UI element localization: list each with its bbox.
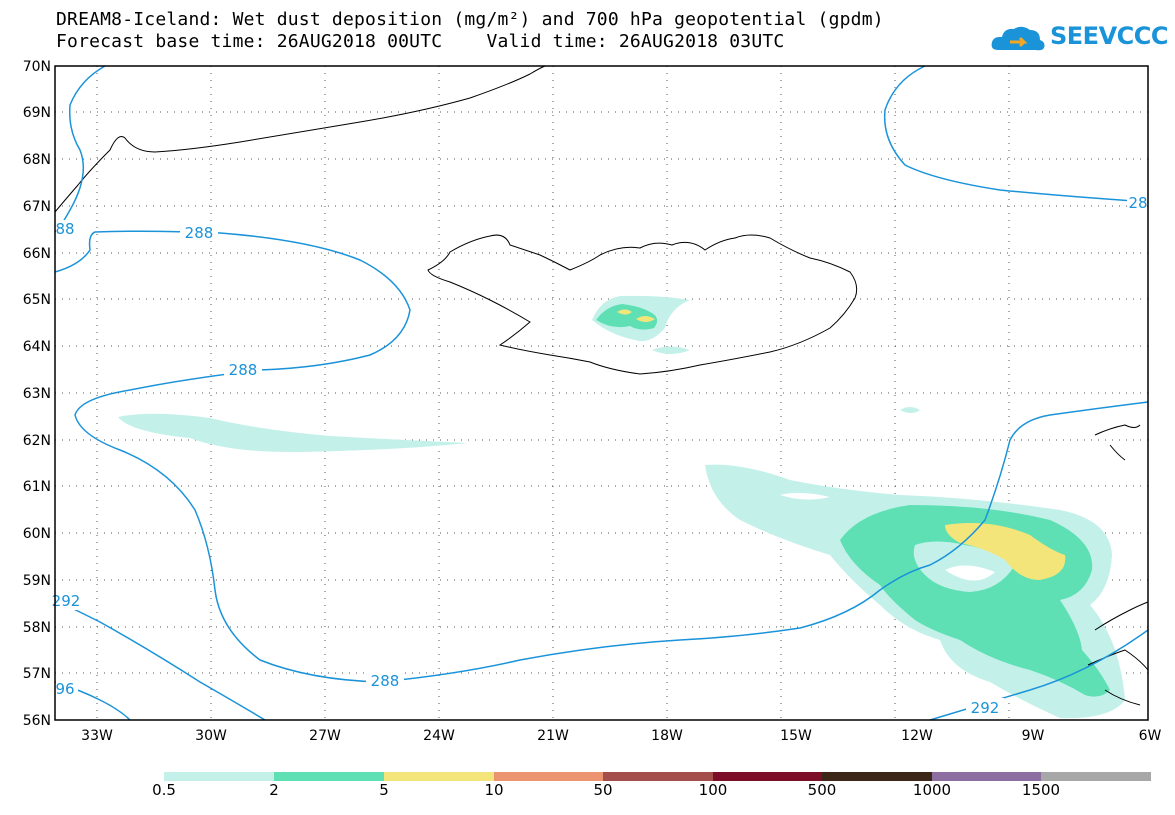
contour-label: 288 xyxy=(185,224,214,242)
dust-blob-faroes xyxy=(900,407,920,413)
lon-label: 21W xyxy=(537,728,569,744)
logo-text: SEEVCCC xyxy=(1050,22,1169,50)
colorbar-label: 50 xyxy=(593,781,613,799)
lat-label: 70N xyxy=(23,59,51,75)
lat-label: 61N xyxy=(23,479,51,495)
lon-label: 33W xyxy=(81,728,113,744)
lat-label: 63N xyxy=(23,386,51,402)
colorbar-swatch xyxy=(274,772,384,781)
contour-label: 88 xyxy=(55,220,74,238)
lon-label: 15W xyxy=(780,728,812,744)
lon-label: 18W xyxy=(651,728,683,744)
colorbar-label: 0.5 xyxy=(152,781,176,799)
contour-288-northeast xyxy=(883,65,1149,203)
lat-label: 65N xyxy=(23,292,51,308)
gridlines xyxy=(55,66,1148,720)
lon-label: 9W xyxy=(1022,728,1045,744)
dust-band-atlantic xyxy=(118,413,468,453)
lat-label: 64N xyxy=(23,339,51,355)
lat-label: 66N xyxy=(23,246,51,262)
faroes-coast xyxy=(1094,424,1141,461)
contour-292-se xyxy=(929,629,1149,721)
lon-label: 24W xyxy=(423,728,455,744)
lat-label: 68N xyxy=(23,152,51,168)
colorbar-label: 100 xyxy=(698,781,728,799)
contour-labels: 288 288 288 292 292 96 88 28 xyxy=(52,193,1148,717)
cloud-logo-icon xyxy=(991,26,1045,51)
colorbar-swatch xyxy=(603,772,713,781)
map-title-line1: DREAM8-Iceland: Wet dust deposition (mg/… xyxy=(56,9,884,30)
greenland-coast xyxy=(54,65,546,213)
lon-label: 30W xyxy=(195,728,227,744)
lat-label: 69N xyxy=(23,105,51,121)
map-frame xyxy=(54,65,1149,721)
colorbar-swatch xyxy=(713,772,822,781)
lat-label: 57N xyxy=(23,666,51,682)
lon-label: 27W xyxy=(309,728,341,744)
lon-label: 12W xyxy=(901,728,933,744)
colorbar-swatch xyxy=(384,772,494,781)
map-title-line2: Forecast base time: 26AUG2018 00UTC Vali… xyxy=(56,31,785,52)
colorbar-label: 5 xyxy=(379,781,389,799)
dust-south-hole xyxy=(780,492,830,500)
contour-label: 288 xyxy=(229,361,258,379)
colorbar-swatch xyxy=(494,772,603,781)
colorbar-label: 10 xyxy=(484,781,504,799)
dust-south-hole-2 xyxy=(945,565,995,581)
contour-label: 288 xyxy=(371,672,400,690)
dust-iceland-high xyxy=(617,309,655,322)
colorbar-swatch xyxy=(822,772,932,781)
colorbar-label: 1000 xyxy=(912,781,952,799)
lon-label: 6W xyxy=(1139,728,1162,744)
colorbar-label: 500 xyxy=(807,781,837,799)
contour-292-sw xyxy=(54,599,266,721)
coastlines xyxy=(54,65,1149,706)
lat-label: 67N xyxy=(23,199,51,215)
colorbar-swatch xyxy=(164,772,274,781)
lat-label: 58N xyxy=(23,620,51,636)
longitude-labels: 33W 30W 27W 24W 21W 18W 15W 12W 9W 6W xyxy=(81,728,1161,744)
colorbar-label: 2 xyxy=(269,781,279,799)
latitude-labels: 70N 69N 68N 67N 66N 65N 64N 63N 62N 61N … xyxy=(23,59,51,729)
lat-label: 59N xyxy=(23,573,51,589)
lat-label: 62N xyxy=(23,433,51,449)
colorbar xyxy=(164,772,1151,781)
dust-deposition-shading xyxy=(118,295,1125,719)
iceland-coast xyxy=(427,234,858,375)
contour-288-west xyxy=(54,230,1149,683)
dust-iceland-light-2 xyxy=(652,346,690,354)
geopotential-contours xyxy=(54,65,1149,721)
dust-iceland-mid xyxy=(596,304,658,330)
dust-south-high xyxy=(945,522,1066,580)
colorbar-swatch xyxy=(1041,772,1151,781)
colorbar-label: 1500 xyxy=(1021,781,1061,799)
contour-288-north-west xyxy=(54,65,106,233)
colorbar-swatch xyxy=(932,772,1041,781)
contour-label: 292 xyxy=(971,699,1000,717)
contour-label: 96 xyxy=(55,680,74,698)
contour-label: 292 xyxy=(52,592,81,610)
lat-label: 60N xyxy=(23,526,51,542)
contour-label: 28 xyxy=(1128,194,1147,212)
lat-label: 56N xyxy=(23,713,51,729)
